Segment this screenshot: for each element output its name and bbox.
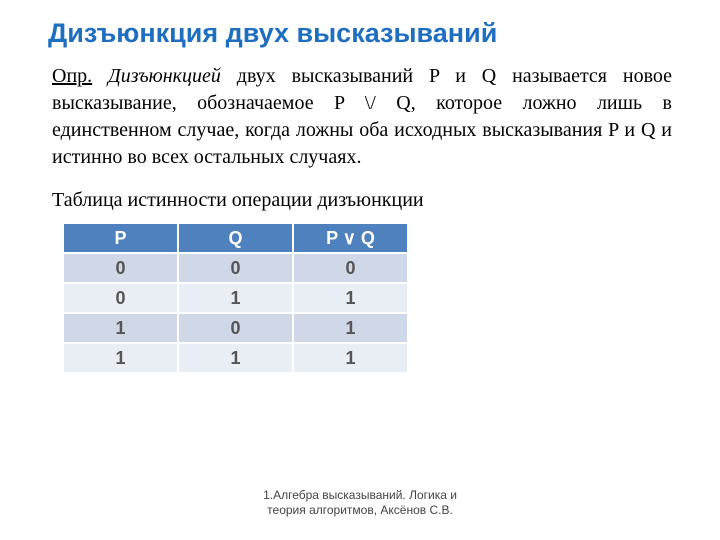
definition-label: Опр. (52, 65, 92, 87)
table-row: 0 1 1 (63, 283, 408, 313)
footer-line: 1.Алгебра высказываний. Логика и (263, 488, 457, 502)
table-cell: 0 (63, 283, 178, 313)
table-cell: 0 (293, 253, 408, 283)
table-caption: Таблица истинности операции дизъюнкции (48, 189, 672, 212)
page-title: Дизъюнкция двух высказываний (48, 18, 672, 49)
definition-term: Дизъюнкцией (108, 65, 221, 87)
table-cell: 1 (293, 313, 408, 343)
table-header-row: P Q P ∨ Q (63, 223, 408, 253)
table-cell: 0 (63, 253, 178, 283)
table-cell: 1 (178, 343, 293, 373)
truth-table: P Q P ∨ Q 0 0 0 0 1 1 1 0 1 1 1 1 (62, 222, 409, 374)
col-header: P ∨ Q (293, 223, 408, 253)
table-row: 1 1 1 (63, 343, 408, 373)
table-cell: 1 (293, 343, 408, 373)
table-cell: 1 (178, 283, 293, 313)
footer-line: теория алгоритмов, Аксёнов С.В. (267, 503, 453, 517)
table-cell: 0 (178, 253, 293, 283)
footer-citation: 1.Алгебра высказываний. Логика и теория … (0, 488, 720, 518)
col-header: Q (178, 223, 293, 253)
table-cell: 1 (63, 343, 178, 373)
table-cell: 0 (178, 313, 293, 343)
definition-paragraph: Опр. Дизъюнкцией двух высказываний P и Q… (48, 63, 672, 171)
table-cell: 1 (63, 313, 178, 343)
table-cell: 1 (293, 283, 408, 313)
table-row: 1 0 1 (63, 313, 408, 343)
table-row: 0 0 0 (63, 253, 408, 283)
col-header: P (63, 223, 178, 253)
